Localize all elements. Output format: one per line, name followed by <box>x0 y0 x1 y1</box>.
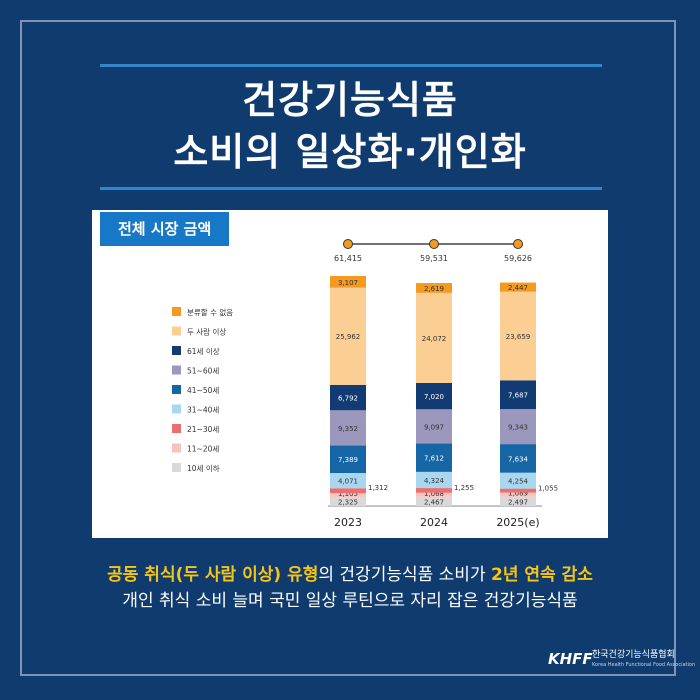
data-label: 1,312 <box>368 484 388 492</box>
bar-segment <box>416 409 452 444</box>
bar-segment <box>330 276 366 288</box>
chart-tag: 전체 시장 금액 <box>100 212 230 246</box>
data-label: 9,352 <box>338 425 358 433</box>
data-label: 7,389 <box>338 456 358 464</box>
org-name: 한국건강기능식품협회 <box>592 650 675 660</box>
bar-segment <box>500 492 536 497</box>
total-label: 61,415 <box>334 254 362 263</box>
legend-label: 61세 이상 <box>187 346 220 356</box>
data-label: 7,687 <box>508 392 528 400</box>
total-point <box>513 239 523 249</box>
page-title-line2: 소비의 일상화·개인화 <box>173 130 527 174</box>
page-title-line1: 건강기능식품 <box>242 78 458 122</box>
legend-label: 51~60세 <box>187 367 219 376</box>
category-label: 2025(e) <box>496 516 539 529</box>
total-label: 59,626 <box>504 254 532 263</box>
data-label: 1,068 <box>424 490 444 498</box>
bar-segment <box>500 496 536 506</box>
total-point <box>343 239 353 249</box>
bar-segment <box>330 410 366 446</box>
data-label: 25,962 <box>336 333 361 341</box>
bar-segment <box>416 492 452 497</box>
legend-label: 41~50세 <box>187 386 219 395</box>
bar-segment <box>500 380 536 410</box>
bar-segment <box>416 283 452 293</box>
legend-label: 10세 이하 <box>187 463 220 473</box>
total-point <box>429 239 439 249</box>
bar-segment <box>330 488 366 494</box>
bar-segment <box>416 471 452 489</box>
data-label: 7,020 <box>424 393 444 401</box>
data-label: 1,105 <box>338 490 358 498</box>
data-label: 1,089 <box>508 490 528 498</box>
bar-segment <box>500 409 536 445</box>
legend-swatch <box>172 404 181 414</box>
data-label: 9,097 <box>424 423 444 431</box>
bar-segment <box>330 472 366 489</box>
bar-segment <box>500 282 536 292</box>
legend-swatch <box>172 443 181 453</box>
bar-segment <box>416 292 452 384</box>
category-label: 2023 <box>334 516 362 529</box>
data-label: 9,343 <box>508 424 528 432</box>
legend-swatch <box>172 424 181 433</box>
data-label: 4,071 <box>338 478 358 486</box>
data-label: 23,659 <box>506 333 531 341</box>
data-label: 24,072 <box>422 335 447 343</box>
title-rule-top <box>100 64 602 67</box>
caption-mid: 의 건강기능식품 소비가 <box>318 565 491 585</box>
data-label: 3,107 <box>338 279 358 287</box>
data-label: 4,254 <box>508 478 529 486</box>
legend-swatch <box>172 385 181 394</box>
bar-segment <box>416 383 452 410</box>
legend-label: 분류할 수 없음 <box>187 308 233 317</box>
bar-segment <box>500 488 536 493</box>
bar-segment <box>330 497 366 506</box>
data-label: 2,467 <box>424 498 444 506</box>
legend-label: 두 사람 이상 <box>187 327 226 337</box>
total-label: 59,531 <box>420 254 448 263</box>
outer-frame <box>20 20 676 676</box>
legend-label: 21~30세 <box>187 425 219 434</box>
bar-segment <box>500 472 536 489</box>
legend-swatch <box>172 463 181 472</box>
caption-line2: 개인 취식 소비 늘며 국민 일상 루틴으로 자리 잡은 건강기능식품 <box>122 591 578 611</box>
caption-line1: 공동 취식(두 사람 이상) 유형의 건강기능식품 소비가 2년 연속 감소 <box>0 563 700 587</box>
legend-label: 31~40세 <box>187 406 219 415</box>
bar-segment <box>416 443 452 472</box>
data-label: 2,619 <box>424 285 444 293</box>
title-rule-bottom <box>100 187 602 190</box>
data-label: 1,055 <box>538 485 558 493</box>
legend-swatch <box>172 346 181 355</box>
bar-segment <box>330 493 366 498</box>
bar-segment <box>500 444 536 473</box>
legend-swatch <box>172 307 181 316</box>
data-label: 2,447 <box>508 284 528 292</box>
category-label: 2024 <box>420 516 448 529</box>
data-label: 7,612 <box>424 455 444 463</box>
data-label: 1,255 <box>454 484 474 492</box>
legend-label: 11~20세 <box>187 445 219 454</box>
data-label: 2,497 <box>508 498 528 506</box>
data-label: 7,634 <box>508 455 529 463</box>
bar-segment <box>330 287 366 385</box>
bar-segment <box>500 291 536 381</box>
legend-swatch <box>172 365 181 375</box>
data-label: 6,792 <box>338 395 358 403</box>
caption-highlight-1: 공동 취식(두 사람 이상) 유형 <box>107 565 319 585</box>
bar-segment <box>416 488 452 493</box>
khff-logo: KHFF <box>548 650 593 668</box>
bar-segment <box>330 445 366 473</box>
data-label: 4,324 <box>424 477 445 485</box>
org-name-en: Korea Health Functional Food Association <box>592 662 696 668</box>
bar-segment <box>330 384 366 411</box>
bar-segment <box>416 496 452 506</box>
data-label: 2,325 <box>338 499 358 507</box>
caption-highlight-2: 2년 연속 감소 <box>491 565 593 585</box>
legend-swatch <box>172 326 181 336</box>
